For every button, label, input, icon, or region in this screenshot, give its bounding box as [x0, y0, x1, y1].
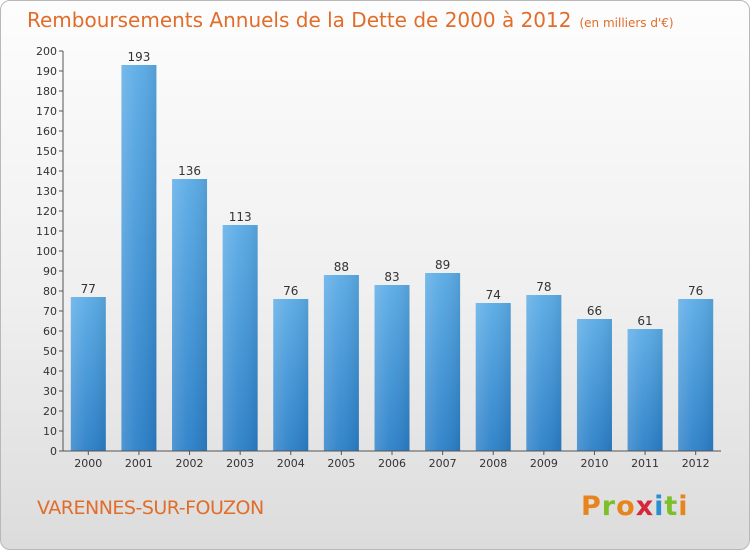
bar-shine	[526, 295, 562, 451]
x-axis: 2000 2001 2002 2003 2004 2005 2006 2007 2008 2009…	[63, 450, 721, 470]
bar-value-label: 77	[81, 282, 96, 296]
y-tick-label: 10	[43, 425, 57, 438]
x-tick-label: 2002	[176, 457, 204, 470]
y-tick-label: 0	[50, 445, 57, 458]
y-tick-label: 100	[36, 245, 57, 258]
bar-shine	[323, 275, 359, 451]
y-tick-label: 120	[36, 205, 57, 218]
proxiti-logo: Proxiti	[581, 491, 689, 522]
y-tick-label: 110	[36, 225, 57, 238]
x-tick-label: 2011	[631, 457, 659, 470]
bar-value-label: 76	[283, 284, 298, 298]
logo-letter: i	[678, 491, 689, 522]
y-tick-label: 190	[36, 65, 57, 78]
x-tick-label: 2008	[479, 457, 507, 470]
y-tick-label: 30	[43, 385, 57, 398]
bar-value-label: 193	[127, 50, 150, 64]
bar-value-label: 61	[637, 314, 652, 328]
bar-shine	[374, 285, 410, 451]
y-tick-label: 180	[36, 85, 57, 98]
logo-letter: x	[635, 491, 655, 522]
chart-title: Remboursements Annuels de la Dette de 20…	[27, 8, 674, 32]
y-tick-label: 200	[36, 45, 57, 58]
y-tick-label: 170	[36, 105, 57, 118]
x-tick-label: 2006	[378, 457, 406, 470]
y-tick-label: 140	[36, 165, 57, 178]
x-tick-label: 2001	[125, 457, 153, 470]
y-tick-label: 20	[43, 405, 57, 418]
bar-shine	[425, 273, 461, 451]
logo-letter: i	[654, 491, 665, 522]
bar-value-label: 136	[178, 164, 201, 178]
bar-value-label: 83	[384, 270, 399, 284]
x-tick-label: 2000	[74, 457, 102, 470]
bar-value-label: 78	[536, 280, 551, 294]
chart-title-text: Remboursements Annuels de la Dette de 20…	[27, 8, 572, 32]
x-tick-label: 2005	[327, 457, 355, 470]
x-tick-label: 2004	[277, 457, 305, 470]
bar-value-label: 66	[587, 304, 602, 318]
bar-value-label: 113	[229, 210, 252, 224]
y-tick-label: 50	[43, 345, 57, 358]
bar-shine	[70, 297, 106, 451]
x-tick-label: 2007	[429, 457, 457, 470]
city-name: VARENNES-SUR-FOUZON	[37, 497, 264, 519]
chart-subtitle: (en milliers d'€)	[579, 16, 674, 30]
y-tick-label: 80	[43, 285, 57, 298]
bar-value-label: 76	[688, 284, 703, 298]
bar-value-label: 88	[334, 260, 349, 274]
bar-value-label: 89	[435, 258, 450, 272]
bar-shine	[273, 299, 309, 451]
x-tick-label: 2009	[530, 457, 558, 470]
y-axis: 0 10 20 30 40 50 60 70 80 90 100 110 120 130 140 150 160…	[36, 45, 64, 458]
y-tick-label: 60	[43, 325, 57, 338]
bar-shine	[475, 303, 511, 451]
logo-letter: t	[664, 491, 679, 522]
logo-letter: o	[616, 491, 636, 522]
bar-shine	[576, 319, 612, 451]
x-tick-label: 2012	[682, 457, 710, 470]
bar-shine	[121, 65, 157, 451]
y-tick-label: 150	[36, 145, 57, 158]
bar-shine	[678, 299, 714, 451]
y-tick-label: 130	[36, 185, 57, 198]
bar-shine	[172, 179, 208, 451]
bar-shine	[222, 225, 258, 451]
bar-value-label: 74	[486, 288, 501, 302]
logo-letter: r	[601, 491, 617, 522]
x-tick-label: 2010	[580, 457, 608, 470]
y-tick-label: 90	[43, 265, 57, 278]
y-tick-label: 70	[43, 305, 57, 318]
y-tick-label: 160	[36, 125, 57, 138]
bar-shine	[627, 329, 663, 451]
logo-letter: P	[581, 491, 602, 522]
x-tick-label: 2003	[226, 457, 254, 470]
bars: 77 193 136 113 76 88 83 89 74 78 66 61 76	[70, 50, 714, 451]
y-tick-label: 40	[43, 365, 57, 378]
